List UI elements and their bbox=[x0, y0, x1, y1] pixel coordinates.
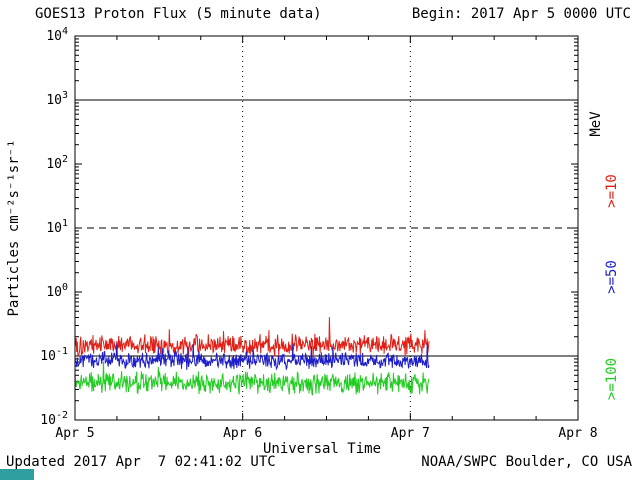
y-tick-label: 102 bbox=[46, 154, 68, 172]
page-background-strip bbox=[0, 469, 34, 480]
x-tick-label: Apr 5 bbox=[55, 426, 94, 441]
updated-timestamp: Updated 2017 Apr 7 02:41:02 UTC bbox=[6, 454, 276, 470]
legend-ge10-label: >=10 bbox=[604, 174, 620, 208]
y-tick-label: 103 bbox=[46, 90, 68, 108]
y-axis-label: Particles cm⁻²s⁻¹sr⁻¹ bbox=[6, 139, 22, 317]
series-ge10-line bbox=[74, 317, 430, 358]
begin-timestamp: Begin: 2017 Apr 5 0000 UTC bbox=[411, 6, 631, 22]
x-tick-label: Apr 7 bbox=[391, 426, 430, 441]
x-tick-label: Apr 6 bbox=[223, 426, 262, 441]
x-tick-label: Apr 8 bbox=[558, 426, 597, 441]
y-tick-label: 104 bbox=[46, 26, 68, 44]
y-tick-label: 101 bbox=[46, 218, 68, 236]
y-tick-label: 100 bbox=[46, 282, 68, 300]
plot-border bbox=[74, 35, 579, 421]
series-ge50-line bbox=[74, 342, 430, 371]
x-axis-label: Universal Time bbox=[262, 441, 382, 457]
legend-ge100-label: >=100 bbox=[604, 357, 620, 401]
series-ge100-line bbox=[74, 361, 430, 397]
mev-unit-label: MeV bbox=[588, 111, 604, 137]
y-tick-label: 10-1 bbox=[40, 346, 68, 364]
legend-ge50-label: >=50 bbox=[604, 260, 620, 294]
plot-title: GOES13 Proton Flux (5 minute data) bbox=[35, 6, 322, 22]
source-credit: NOAA/SWPC Boulder, CO USA bbox=[421, 454, 632, 470]
